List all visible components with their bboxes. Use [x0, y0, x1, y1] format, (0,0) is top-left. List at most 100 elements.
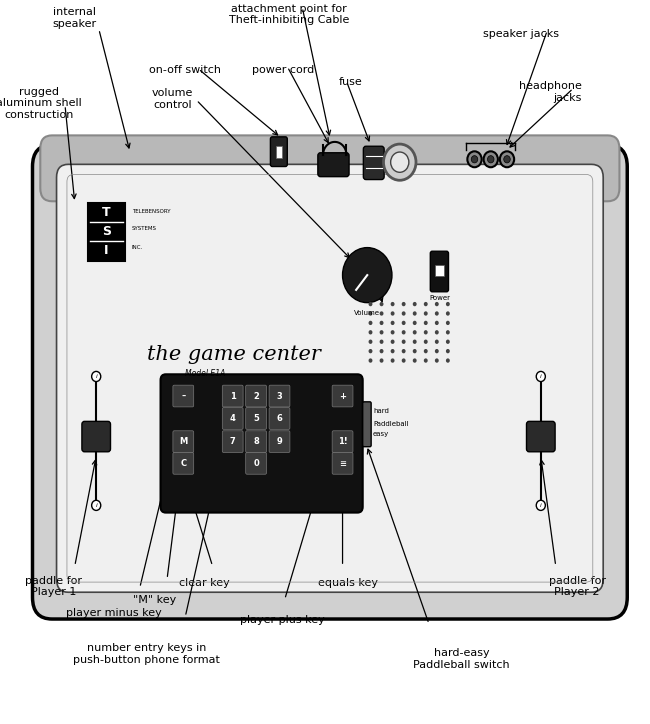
Text: i: i	[540, 374, 541, 379]
Circle shape	[384, 144, 416, 180]
Text: i: i	[96, 503, 97, 508]
Circle shape	[369, 321, 372, 325]
Circle shape	[471, 156, 478, 163]
Circle shape	[402, 311, 406, 316]
Text: 0: 0	[254, 459, 259, 468]
Text: player minus key: player minus key	[66, 608, 162, 618]
Circle shape	[369, 358, 372, 363]
Text: fuse: fuse	[339, 77, 363, 88]
Text: the game center: the game center	[147, 345, 321, 364]
Circle shape	[446, 302, 450, 306]
Text: player plus key: player plus key	[240, 615, 325, 626]
Circle shape	[446, 330, 450, 334]
Circle shape	[402, 302, 406, 306]
Circle shape	[424, 330, 428, 334]
Text: speaker jacks: speaker jacks	[483, 29, 559, 39]
Circle shape	[369, 340, 372, 344]
Circle shape	[446, 340, 450, 344]
Text: 1!: 1!	[338, 437, 347, 446]
Text: paddle for
Player 1: paddle for Player 1	[25, 576, 82, 597]
Circle shape	[380, 358, 383, 363]
Circle shape	[435, 340, 439, 344]
Text: +: +	[339, 392, 346, 400]
Circle shape	[92, 371, 101, 382]
FancyBboxPatch shape	[222, 408, 243, 429]
Circle shape	[488, 156, 494, 163]
Text: Paddleball: Paddleball	[373, 421, 409, 426]
Circle shape	[402, 340, 406, 344]
Bar	[435, 265, 444, 276]
Circle shape	[446, 358, 450, 363]
Text: 3: 3	[277, 392, 282, 400]
Circle shape	[435, 330, 439, 334]
FancyBboxPatch shape	[526, 421, 555, 452]
Circle shape	[380, 302, 383, 306]
FancyBboxPatch shape	[430, 251, 448, 292]
FancyBboxPatch shape	[246, 431, 266, 452]
FancyBboxPatch shape	[270, 137, 287, 167]
Circle shape	[413, 349, 417, 353]
Text: 2: 2	[253, 392, 259, 400]
Circle shape	[424, 358, 428, 363]
FancyBboxPatch shape	[246, 452, 266, 474]
Text: S: S	[102, 225, 111, 238]
Circle shape	[391, 349, 395, 353]
Circle shape	[435, 302, 439, 306]
Text: SYSTEMS: SYSTEMS	[132, 227, 157, 231]
Circle shape	[504, 156, 510, 163]
Circle shape	[391, 302, 395, 306]
Text: 6: 6	[276, 414, 283, 423]
Text: "M" key: "M" key	[133, 595, 176, 605]
FancyBboxPatch shape	[82, 421, 111, 452]
Circle shape	[536, 500, 545, 510]
FancyBboxPatch shape	[173, 385, 194, 407]
Text: I: I	[105, 245, 109, 258]
FancyBboxPatch shape	[318, 153, 349, 177]
FancyBboxPatch shape	[32, 145, 627, 619]
Circle shape	[369, 349, 372, 353]
Circle shape	[391, 321, 395, 325]
Text: 8: 8	[254, 437, 259, 446]
Circle shape	[380, 349, 383, 353]
Circle shape	[413, 311, 417, 316]
Text: INC.: INC.	[132, 245, 143, 251]
FancyBboxPatch shape	[173, 452, 194, 474]
Text: paddle for
Player 2: paddle for Player 2	[549, 576, 606, 597]
FancyBboxPatch shape	[173, 431, 194, 452]
Circle shape	[435, 349, 439, 353]
Circle shape	[536, 371, 545, 382]
FancyBboxPatch shape	[161, 374, 363, 513]
Circle shape	[391, 340, 395, 344]
Text: headphone
jacks: headphone jacks	[519, 81, 582, 103]
Text: on-off switch: on-off switch	[150, 65, 221, 75]
Circle shape	[435, 311, 439, 316]
Circle shape	[413, 330, 417, 334]
Text: internal
speaker: internal speaker	[53, 7, 97, 29]
Text: 4: 4	[229, 414, 236, 423]
Bar	[276, 146, 282, 158]
Circle shape	[380, 311, 383, 316]
Text: Volume: Volume	[354, 310, 380, 316]
Circle shape	[402, 349, 406, 353]
Text: hard: hard	[373, 408, 389, 414]
Circle shape	[369, 302, 372, 306]
Circle shape	[380, 340, 383, 344]
Circle shape	[435, 358, 439, 363]
Text: attachment point for
Theft-inhibiting Cable: attachment point for Theft-inhibiting Ca…	[229, 4, 350, 25]
Circle shape	[343, 248, 392, 303]
Text: 1: 1	[229, 392, 236, 400]
FancyBboxPatch shape	[332, 431, 353, 452]
Text: –: –	[181, 392, 185, 400]
Circle shape	[500, 151, 514, 167]
FancyBboxPatch shape	[222, 431, 243, 452]
FancyBboxPatch shape	[269, 385, 290, 407]
Circle shape	[435, 321, 439, 325]
FancyBboxPatch shape	[332, 452, 353, 474]
Text: C: C	[180, 459, 187, 468]
Circle shape	[402, 330, 406, 334]
Text: easy: easy	[373, 432, 389, 437]
Circle shape	[369, 330, 372, 334]
Circle shape	[424, 321, 428, 325]
Text: 7: 7	[230, 437, 235, 446]
FancyBboxPatch shape	[363, 146, 384, 180]
